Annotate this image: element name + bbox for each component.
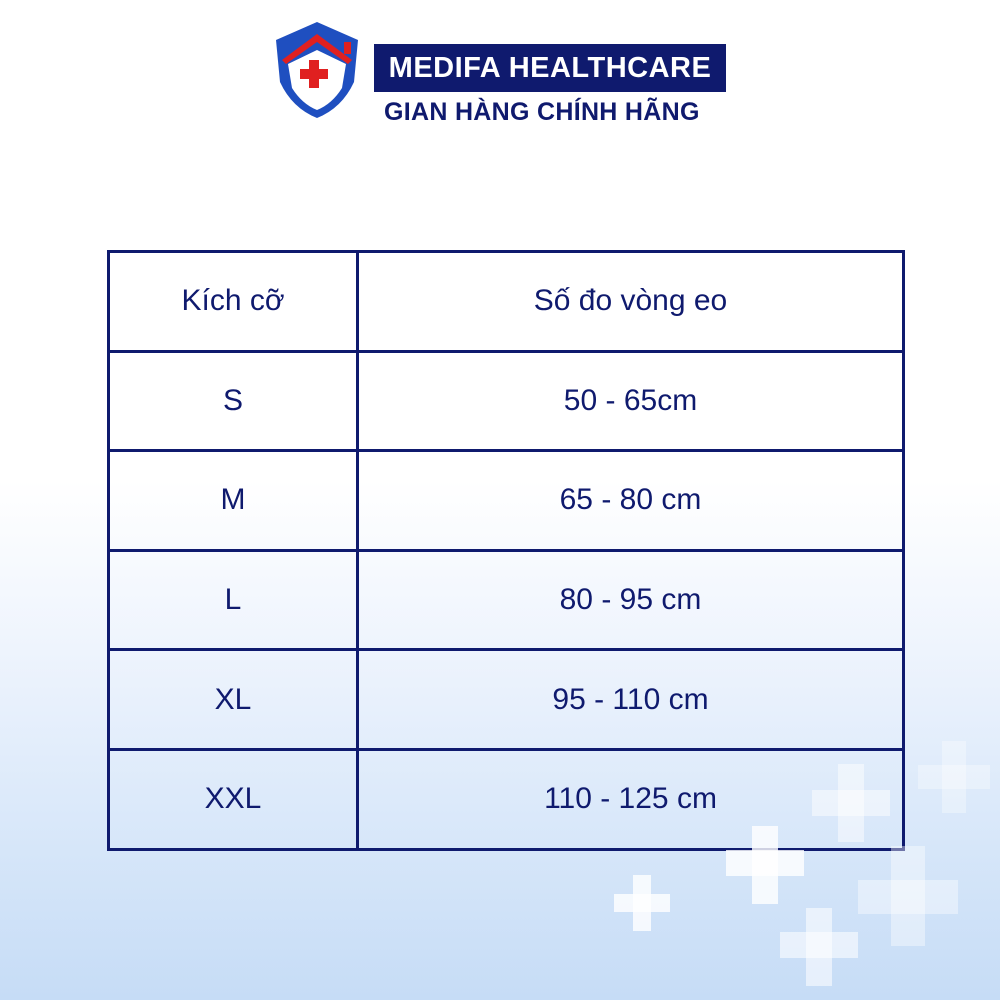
plus-icon [752, 826, 778, 904]
waist-cell: 65 - 80 cm [356, 449, 905, 552]
brand-logo: MEDIFA HEALTHCARE GIAN HÀNG CHÍNH HÃNG [272, 20, 732, 130]
size-cell: M [107, 449, 359, 552]
plus-icon [858, 880, 958, 914]
table-row: L 80 - 95 cm [107, 548, 905, 652]
plus-icon [891, 846, 925, 946]
brand-name: MEDIFA HEALTHCARE [374, 44, 726, 92]
size-cell: XL [107, 648, 359, 751]
plus-icon [812, 790, 890, 816]
size-cell: XXL [107, 747, 359, 851]
brand-tagline: GIAN HÀNG CHÍNH HÃNG [384, 98, 700, 126]
table-row: S 50 - 65cm [107, 349, 905, 453]
waist-cell: 110 - 125 cm [356, 747, 905, 851]
waist-cell: 50 - 65cm [356, 349, 905, 453]
header-size: Kích cỡ [107, 250, 359, 353]
header-waist: Số đo vòng eo [356, 250, 905, 353]
size-cell: S [107, 349, 359, 453]
plus-icon [806, 908, 832, 986]
table-row: XL 95 - 110 cm [107, 648, 905, 751]
plus-icon [838, 764, 864, 842]
plus-icon [942, 741, 966, 813]
size-chart-table: Kích cỡ Số đo vòng eo S 50 - 65cm M 65 - 8… [107, 250, 905, 851]
plus-icon [633, 875, 651, 931]
table-row: M 65 - 80 cm [107, 449, 905, 552]
table-row: XXL 110 - 125 cm [107, 747, 905, 851]
plus-icon [918, 765, 990, 789]
waist-cell: 80 - 95 cm [356, 548, 905, 652]
size-cell: L [107, 548, 359, 652]
shield-house-cross-icon [276, 22, 358, 118]
table-header-row: Kích cỡ Số đo vòng eo [107, 250, 905, 353]
waist-cell: 95 - 110 cm [356, 648, 905, 751]
